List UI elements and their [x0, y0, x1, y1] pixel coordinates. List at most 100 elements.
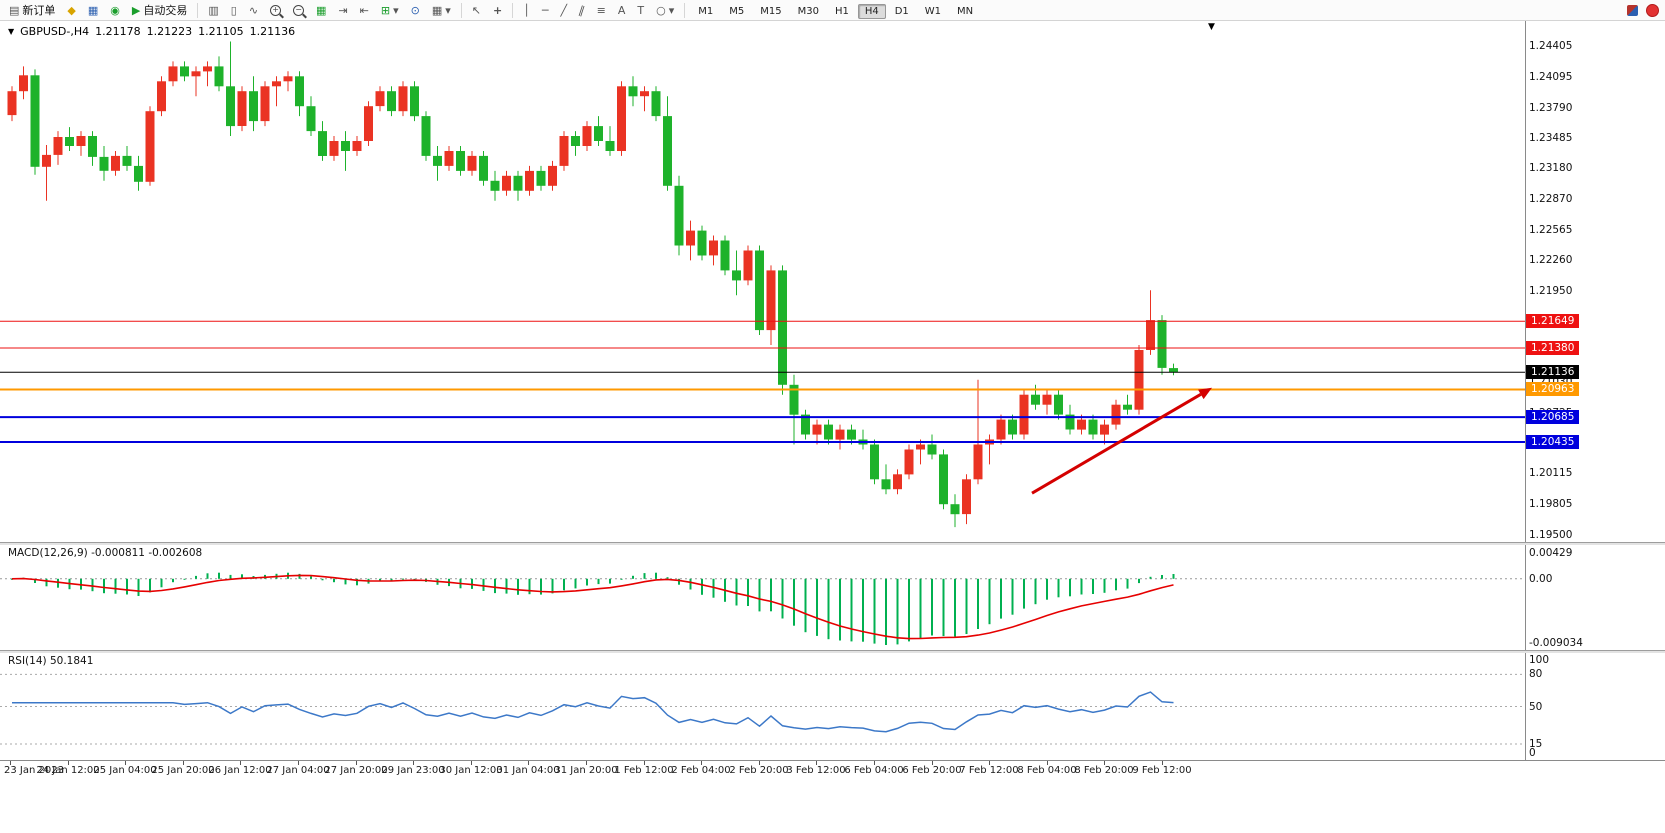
templates-button[interactable]: ▦ ▾: [427, 1, 456, 20]
channel-button[interactable]: ∥: [574, 1, 590, 20]
time-axis-tick: [183, 761, 184, 765]
candle: [927, 444, 937, 455]
timeframe-m30-button[interactable]: M30: [797, 5, 819, 17]
candle: [1134, 350, 1144, 410]
time-axis-label: 8 Feb 04:00: [1017, 765, 1077, 776]
candlestick-chart-button[interactable]: ▯: [226, 1, 242, 20]
data-window-button[interactable]: ▦: [83, 1, 103, 20]
chart-shift-button[interactable]: ⇤: [355, 1, 374, 20]
rsi-axis-label: 50: [1529, 701, 1543, 713]
macd-histogram-bar: [586, 578, 588, 586]
candle: [7, 91, 17, 116]
macd-histogram-bar: [643, 573, 646, 579]
macd-axis-label: -0.009034: [1529, 637, 1583, 649]
vertical-line-button[interactable]: │: [518, 1, 535, 20]
rsi-line: [12, 691, 1174, 733]
timeframe-h4-button[interactable]: H4: [857, 3, 886, 19]
crosshair-button[interactable]: +: [488, 1, 507, 20]
macd-histogram-bar: [689, 578, 692, 590]
zoom-out-button[interactable]: −: [288, 1, 309, 20]
rsi-chart: [0, 673, 1525, 745]
rsi-name: RSI(14): [8, 655, 47, 667]
period-button[interactable]: ⊙: [406, 1, 425, 20]
notification-icon[interactable]: [1646, 3, 1659, 17]
rsi-axis-label: 15: [1529, 738, 1543, 750]
timeframe-m1-button[interactable]: M1: [698, 5, 714, 17]
zoom-in-button[interactable]: +: [265, 1, 286, 20]
horizontal-line-button[interactable]: ─: [537, 1, 554, 20]
autotrading-button[interactable]: ▶ 自动交易: [127, 1, 192, 20]
main-chart-area[interactable]: ▼ GBPUSD-,H4 1.21178 1.21223 1.21105 1.2…: [0, 21, 1525, 542]
time-axis-label: 2 Feb 04:00: [671, 765, 731, 776]
time-axis-tick: [10, 761, 11, 765]
auto-scroll-icon: ⇥: [338, 3, 348, 17]
macd-histogram-bar: [563, 578, 565, 591]
auto-scroll-button[interactable]: ⇥: [333, 1, 352, 20]
timeframe-mn-button[interactable]: MN: [957, 5, 974, 17]
toolbar-separator: [512, 2, 514, 18]
timeframe-group: M1 M5 M15 M30 H1 H4 D1 W1 MN: [690, 3, 981, 19]
price-axis-label: 1.22565: [1529, 224, 1573, 236]
text-label-button[interactable]: T: [632, 1, 649, 20]
metaeditor-button[interactable]: ◆: [62, 1, 80, 20]
candle: [490, 180, 500, 191]
navigator-button[interactable]: ◉: [105, 1, 125, 20]
time-axis-tick: [759, 761, 760, 765]
candle: [594, 126, 603, 141]
macd-histogram-bar: [954, 578, 956, 637]
community-icon[interactable]: [1627, 4, 1638, 16]
candle: [76, 136, 86, 146]
line-chart-button[interactable]: ∿: [244, 1, 263, 20]
text-button[interactable]: A: [613, 1, 631, 20]
time-axis-tick: [68, 761, 69, 765]
autotrading-label: 自动交易: [143, 4, 188, 17]
time-axis-tick: [356, 761, 357, 765]
candle: [697, 230, 707, 256]
close-value: 1.21136: [249, 25, 296, 38]
panel-splitter[interactable]: [0, 542, 1665, 545]
shapes-button[interactable]: ○ ▾: [651, 1, 679, 20]
time-axis-label: 31 Jan 04:00: [496, 765, 560, 776]
high-value: 1.21223: [146, 25, 193, 38]
macd-histogram-bar: [632, 575, 634, 579]
macd-histogram-bar: [942, 578, 945, 637]
timeframe-h1-button[interactable]: H1: [834, 5, 849, 17]
macd-histogram-bar: [540, 578, 542, 595]
time-axis-tick: [644, 761, 645, 765]
macd-histogram-bar: [195, 575, 197, 579]
candle: [1008, 419, 1017, 435]
rsi-panel[interactable]: RSI(14) 50.1841: [0, 653, 1525, 760]
candle: [916, 444, 925, 450]
price-axis-label: 1.22870: [1529, 193, 1573, 205]
trendline-button[interactable]: ╱: [555, 1, 572, 20]
time-axis-tick: [874, 761, 875, 765]
candle: [732, 270, 741, 281]
macd-chart: [0, 572, 1525, 645]
fibonacci-button[interactable]: ≡: [592, 1, 611, 20]
new-chart-button[interactable]: ⊞ ▾: [376, 1, 404, 20]
timeframe-w1-button[interactable]: W1: [924, 5, 942, 17]
panel-splitter[interactable]: [0, 650, 1665, 653]
candle: [651, 91, 661, 117]
timeframe-m5-button[interactable]: M5: [729, 5, 745, 17]
cursor-button[interactable]: ↖: [467, 1, 486, 20]
candle: [962, 479, 971, 515]
candle: [996, 419, 1006, 440]
timeframe-d1-button[interactable]: D1: [894, 5, 909, 17]
timeframe-m15-button[interactable]: M15: [760, 5, 782, 17]
candle: [433, 155, 442, 166]
candle: [720, 240, 730, 271]
macd-panel[interactable]: MACD(12,26,9) -0.000811 -0.002608: [0, 545, 1525, 650]
candle: [352, 141, 362, 151]
chevron-down-icon: ▼: [8, 27, 15, 36]
tile-windows-button[interactable]: ▦: [311, 1, 331, 20]
time-axis-tick: [1047, 761, 1048, 765]
bar-chart-button[interactable]: ▥: [203, 1, 223, 20]
time-axis[interactable]: 23 Jan 2023 24 Jan 12:00 25 Jan 04:00 25 Ja…: [0, 760, 1665, 782]
text-icon: A: [617, 3, 626, 17]
time-axis-label: 6 Feb 04:00: [844, 765, 904, 776]
price-level-badge: 1.20963: [1526, 382, 1580, 396]
new-order-button[interactable]: ▤ 新订单: [4, 1, 60, 20]
chart-shift-marker[interactable]: ▼: [1208, 22, 1215, 32]
price-axis[interactable]: 1.24405 1.24095 1.23790 1.23485 1.23180 1.228…: [1525, 21, 1665, 542]
